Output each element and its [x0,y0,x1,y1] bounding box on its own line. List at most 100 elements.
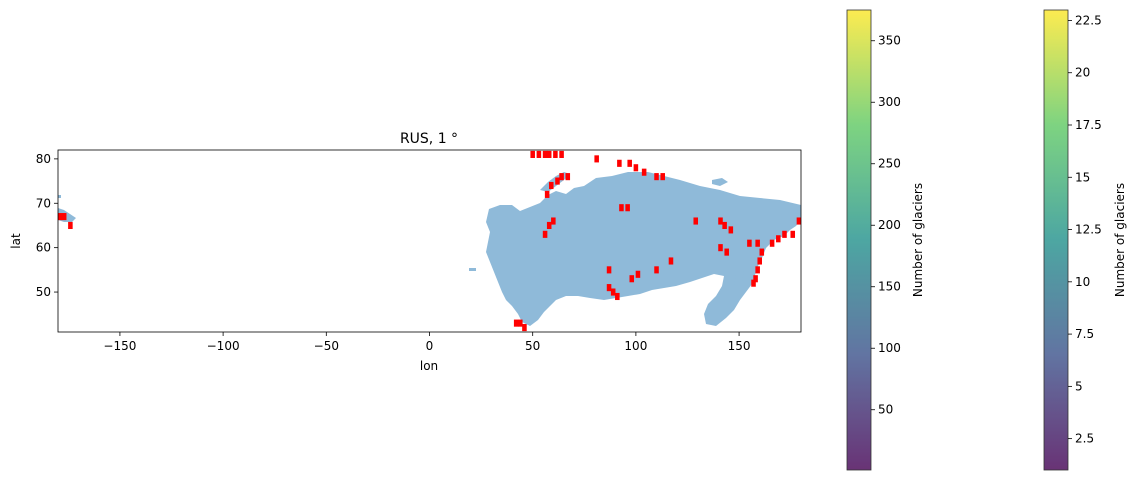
colorbar-tick-label: 17.5 [1075,118,1102,132]
glacier-cell [747,239,752,247]
colorbar-tick-label: 350 [878,34,901,48]
map-plot-area [57,149,802,333]
glacier-cell [553,150,558,158]
glacier-cell [654,266,659,274]
glacier-cell [759,248,765,256]
colorbar-2-ticks: 2.5 5 7.5 10 12.5 15 17.5 20 22.5 [1068,13,1102,446]
glacier-cell [724,248,729,256]
glacier-cell [753,275,758,283]
glacier-cell [782,230,787,238]
glacier-cell [606,284,612,292]
land-kaliningrad [469,268,476,271]
glacier-cell [58,213,63,221]
colorbar-2-label: Number of glaciers [1113,183,1127,297]
colorbar-tick-label: 22.5 [1075,13,1102,27]
chart-title: RUS, 1 ° [400,131,458,147]
glacier-cell [654,173,659,181]
x-tick-label: 0 [426,339,434,353]
colorbar-tick-label: 2.5 [1075,432,1094,446]
glacier-cell [755,239,760,247]
colorbar-1-label: Number of glaciers [911,183,925,297]
colorbar-1-gradient [846,9,872,471]
glacier-cell [641,168,647,176]
glacier-cell [633,164,639,172]
glacier-cell [548,181,554,190]
land-wrangel [58,195,61,198]
glacier-cell [522,324,527,332]
glacier-cell [769,239,775,247]
colorbar-tick-label: 200 [878,218,901,232]
glacier-cell [625,204,630,212]
glacier-cell [518,319,523,327]
colorbar-tick-label: 12.5 [1075,223,1102,237]
x-axis: −150 −100 −50 0 50 100 150 [103,332,751,353]
glacier-cell [544,190,550,198]
colorbar-tick-label: 15 [1075,170,1090,184]
colorbar-tick-label: 10 [1075,275,1090,289]
colorbar-1: 50 100 150 200 250 300 350 Number of glaciers [846,9,925,471]
glacier-cell [728,226,734,234]
glacier-cell [610,288,616,296]
x-tick-label: −100 [207,339,240,353]
y-tick-label: 60 [36,241,51,255]
y-tick-label: 70 [36,196,51,210]
glacier-cell [513,319,519,327]
colorbar-tick-label: 7.5 [1075,327,1094,341]
x-tick-label: −150 [103,339,136,353]
land-layer [58,172,801,326]
glacier-cell [61,213,67,221]
glacier-cell [530,150,535,158]
glacier-cell [660,173,665,181]
y-tick-label: 50 [36,285,51,299]
colorbar-tick-label: 300 [878,95,901,109]
glacier-cell [635,270,641,278]
colorbar-tick-label: 150 [878,280,901,294]
glacier-cell [755,266,760,274]
y-axis: 50 60 70 80 [36,152,58,299]
glacier-cell [668,257,674,265]
glacier-cell [796,217,801,225]
glacier-cell [555,177,560,185]
glacier-cell [546,150,552,158]
glacier-cell [718,244,723,252]
x-axis-label: lon [420,359,438,373]
glacier-cell [757,257,762,265]
land-new-siberian-islands [712,178,728,186]
glacier-cell [751,279,756,287]
x-tick-label: 150 [728,339,751,353]
glacier-cell [536,150,542,158]
colorbar-tick-label: 100 [878,341,901,355]
colorbar-2-gradient [1043,9,1069,471]
y-tick-label: 80 [36,152,51,166]
x-tick-label: 50 [525,339,540,353]
glacier-cell [551,217,556,225]
glacier-cell [606,266,612,274]
glacier-cell [790,230,796,238]
glacier-cell [565,173,571,181]
glacier-cell [615,292,620,301]
glacier-cell [722,221,727,230]
glacier-cell [629,275,635,283]
glacier-cell [776,235,781,243]
land-sakhalin [734,260,744,292]
glacier-cell [594,155,599,163]
glacier-cell [559,150,564,158]
glacier-cell [542,150,548,158]
glacier-cell [559,173,564,181]
colorbar-tick-label: 20 [1075,66,1090,80]
colorbar-tick-label: 250 [878,157,901,171]
glacier-cell [617,159,622,167]
glacier-cell [68,221,73,230]
y-axis-label: lat [9,233,23,249]
glacier-cell [542,230,548,238]
glacier-cell [619,204,624,212]
land-russia-mainland [486,172,801,326]
colorbar-tick-label: 50 [878,403,893,417]
glacier-cell [693,217,699,225]
glacier-layer [58,150,801,332]
glacier-cell [546,221,552,230]
x-tick-label: −50 [314,339,339,353]
colorbar-1-ticks: 50 100 150 200 250 300 350 [871,34,901,417]
colorbar-2: 2.5 5 7.5 10 12.5 15 17.5 20 22.5 Number of glac… [1043,9,1127,471]
